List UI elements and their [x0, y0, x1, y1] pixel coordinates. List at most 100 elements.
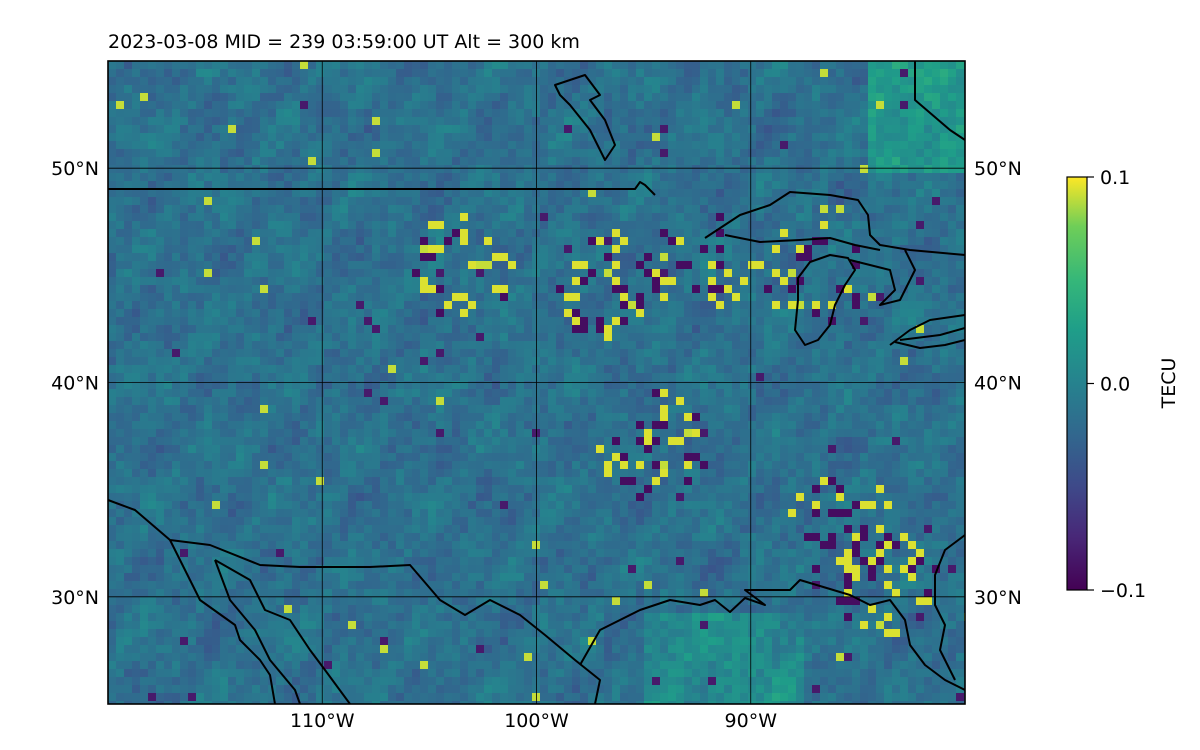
heatmap-cell [460, 85, 468, 93]
heatmap-cell [852, 237, 860, 245]
heatmap-cell [236, 269, 244, 277]
heatmap-cell [780, 149, 788, 157]
heatmap-cell [636, 325, 644, 333]
heatmap-cell [268, 213, 276, 221]
heatmap-cell [492, 245, 500, 253]
heatmap-cell [908, 141, 916, 149]
heatmap-cell [356, 69, 364, 77]
heatmap-cell [668, 173, 676, 181]
heatmap-cell [620, 341, 628, 349]
heatmap-cell [460, 125, 468, 133]
heatmap-cell [332, 181, 340, 189]
heatmap-cell [780, 373, 788, 381]
heatmap-cell [204, 165, 212, 173]
heatmap-cell [228, 213, 236, 221]
heatmap-cell [884, 245, 892, 253]
heatmap-cell [556, 389, 564, 397]
heatmap-cell [300, 365, 308, 373]
heatmap-cell [748, 141, 756, 149]
heatmap-cell [540, 205, 548, 213]
heatmap-cell [340, 133, 348, 141]
heatmap-cell [428, 421, 436, 429]
heatmap-cell [188, 373, 196, 381]
heatmap-cell [692, 397, 700, 405]
heatmap-cell [508, 197, 516, 205]
heatmap-cell [564, 381, 572, 389]
heatmap-cell [708, 269, 716, 277]
heatmap-cell [604, 293, 612, 301]
heatmap-cell [788, 69, 796, 77]
heatmap-cell [572, 197, 580, 205]
heatmap-cell [228, 125, 236, 133]
heatmap-cell [460, 269, 468, 277]
heatmap-cell [308, 325, 316, 333]
heatmap-cell [348, 397, 356, 405]
heatmap-cell [356, 301, 364, 309]
heatmap-cell [620, 109, 628, 117]
heatmap-cell [356, 253, 364, 261]
heatmap-cell [340, 261, 348, 269]
heatmap-cell [740, 197, 748, 205]
heatmap-cell [364, 101, 372, 109]
heatmap-cell [228, 309, 236, 317]
heatmap-cell [588, 421, 596, 429]
heatmap-cell [636, 213, 644, 221]
heatmap-cell [588, 285, 596, 293]
heatmap-cell [340, 125, 348, 133]
heatmap-cell [884, 229, 892, 237]
heatmap-cell [924, 229, 932, 237]
heatmap-cell [540, 109, 548, 117]
heatmap-cell [388, 157, 396, 165]
heatmap-cell [652, 253, 660, 261]
heatmap-cell [564, 277, 572, 285]
heatmap-cell [404, 85, 412, 93]
heatmap-cell [244, 253, 252, 261]
heatmap-cell [636, 141, 644, 149]
heatmap-cell [324, 325, 332, 333]
heatmap-cell [108, 141, 116, 149]
heatmap-cell [924, 109, 932, 117]
heatmap-cell [644, 317, 652, 325]
heatmap-cell [444, 213, 452, 221]
heatmap-cell [812, 101, 820, 109]
heatmap-cell [428, 381, 436, 389]
heatmap-cell [156, 277, 164, 285]
heatmap-cell [668, 109, 676, 117]
heatmap-cell [756, 61, 764, 69]
heatmap-cell [212, 381, 220, 389]
heatmap-cell [564, 269, 572, 277]
heatmap-cell [412, 397, 420, 405]
heatmap-cell [636, 197, 644, 205]
heatmap-cell [532, 69, 540, 77]
heatmap-cell [244, 173, 252, 181]
heatmap-cell [740, 301, 748, 309]
heatmap-cell [556, 237, 564, 245]
heatmap-cell [268, 85, 276, 93]
heatmap-cell [812, 309, 820, 317]
heatmap-cell [412, 405, 420, 413]
heatmap-cell [236, 421, 244, 429]
heatmap-cell [580, 213, 588, 221]
heatmap-cell [940, 93, 948, 101]
heatmap-cell [796, 149, 804, 157]
heatmap-cell [916, 77, 924, 85]
heatmap-cell [284, 381, 292, 389]
heatmap-cell [772, 101, 780, 109]
heatmap-cell [636, 381, 644, 389]
heatmap-cell [180, 109, 188, 117]
heatmap-cell [276, 397, 284, 405]
heatmap-cell [412, 173, 420, 181]
heatmap-cell [308, 397, 316, 405]
heatmap-cell [948, 93, 956, 101]
heatmap-cell [380, 69, 388, 77]
heatmap-cell [660, 213, 668, 221]
heatmap-cell [868, 69, 876, 77]
heatmap-cell [244, 61, 252, 69]
heatmap-cell [380, 173, 388, 181]
heatmap-cell [244, 389, 252, 397]
heatmap-cell [844, 189, 852, 197]
heatmap-cell [948, 253, 956, 261]
heatmap-cell [396, 237, 404, 245]
heatmap-cell [796, 373, 804, 381]
heatmap-cell [148, 429, 156, 437]
